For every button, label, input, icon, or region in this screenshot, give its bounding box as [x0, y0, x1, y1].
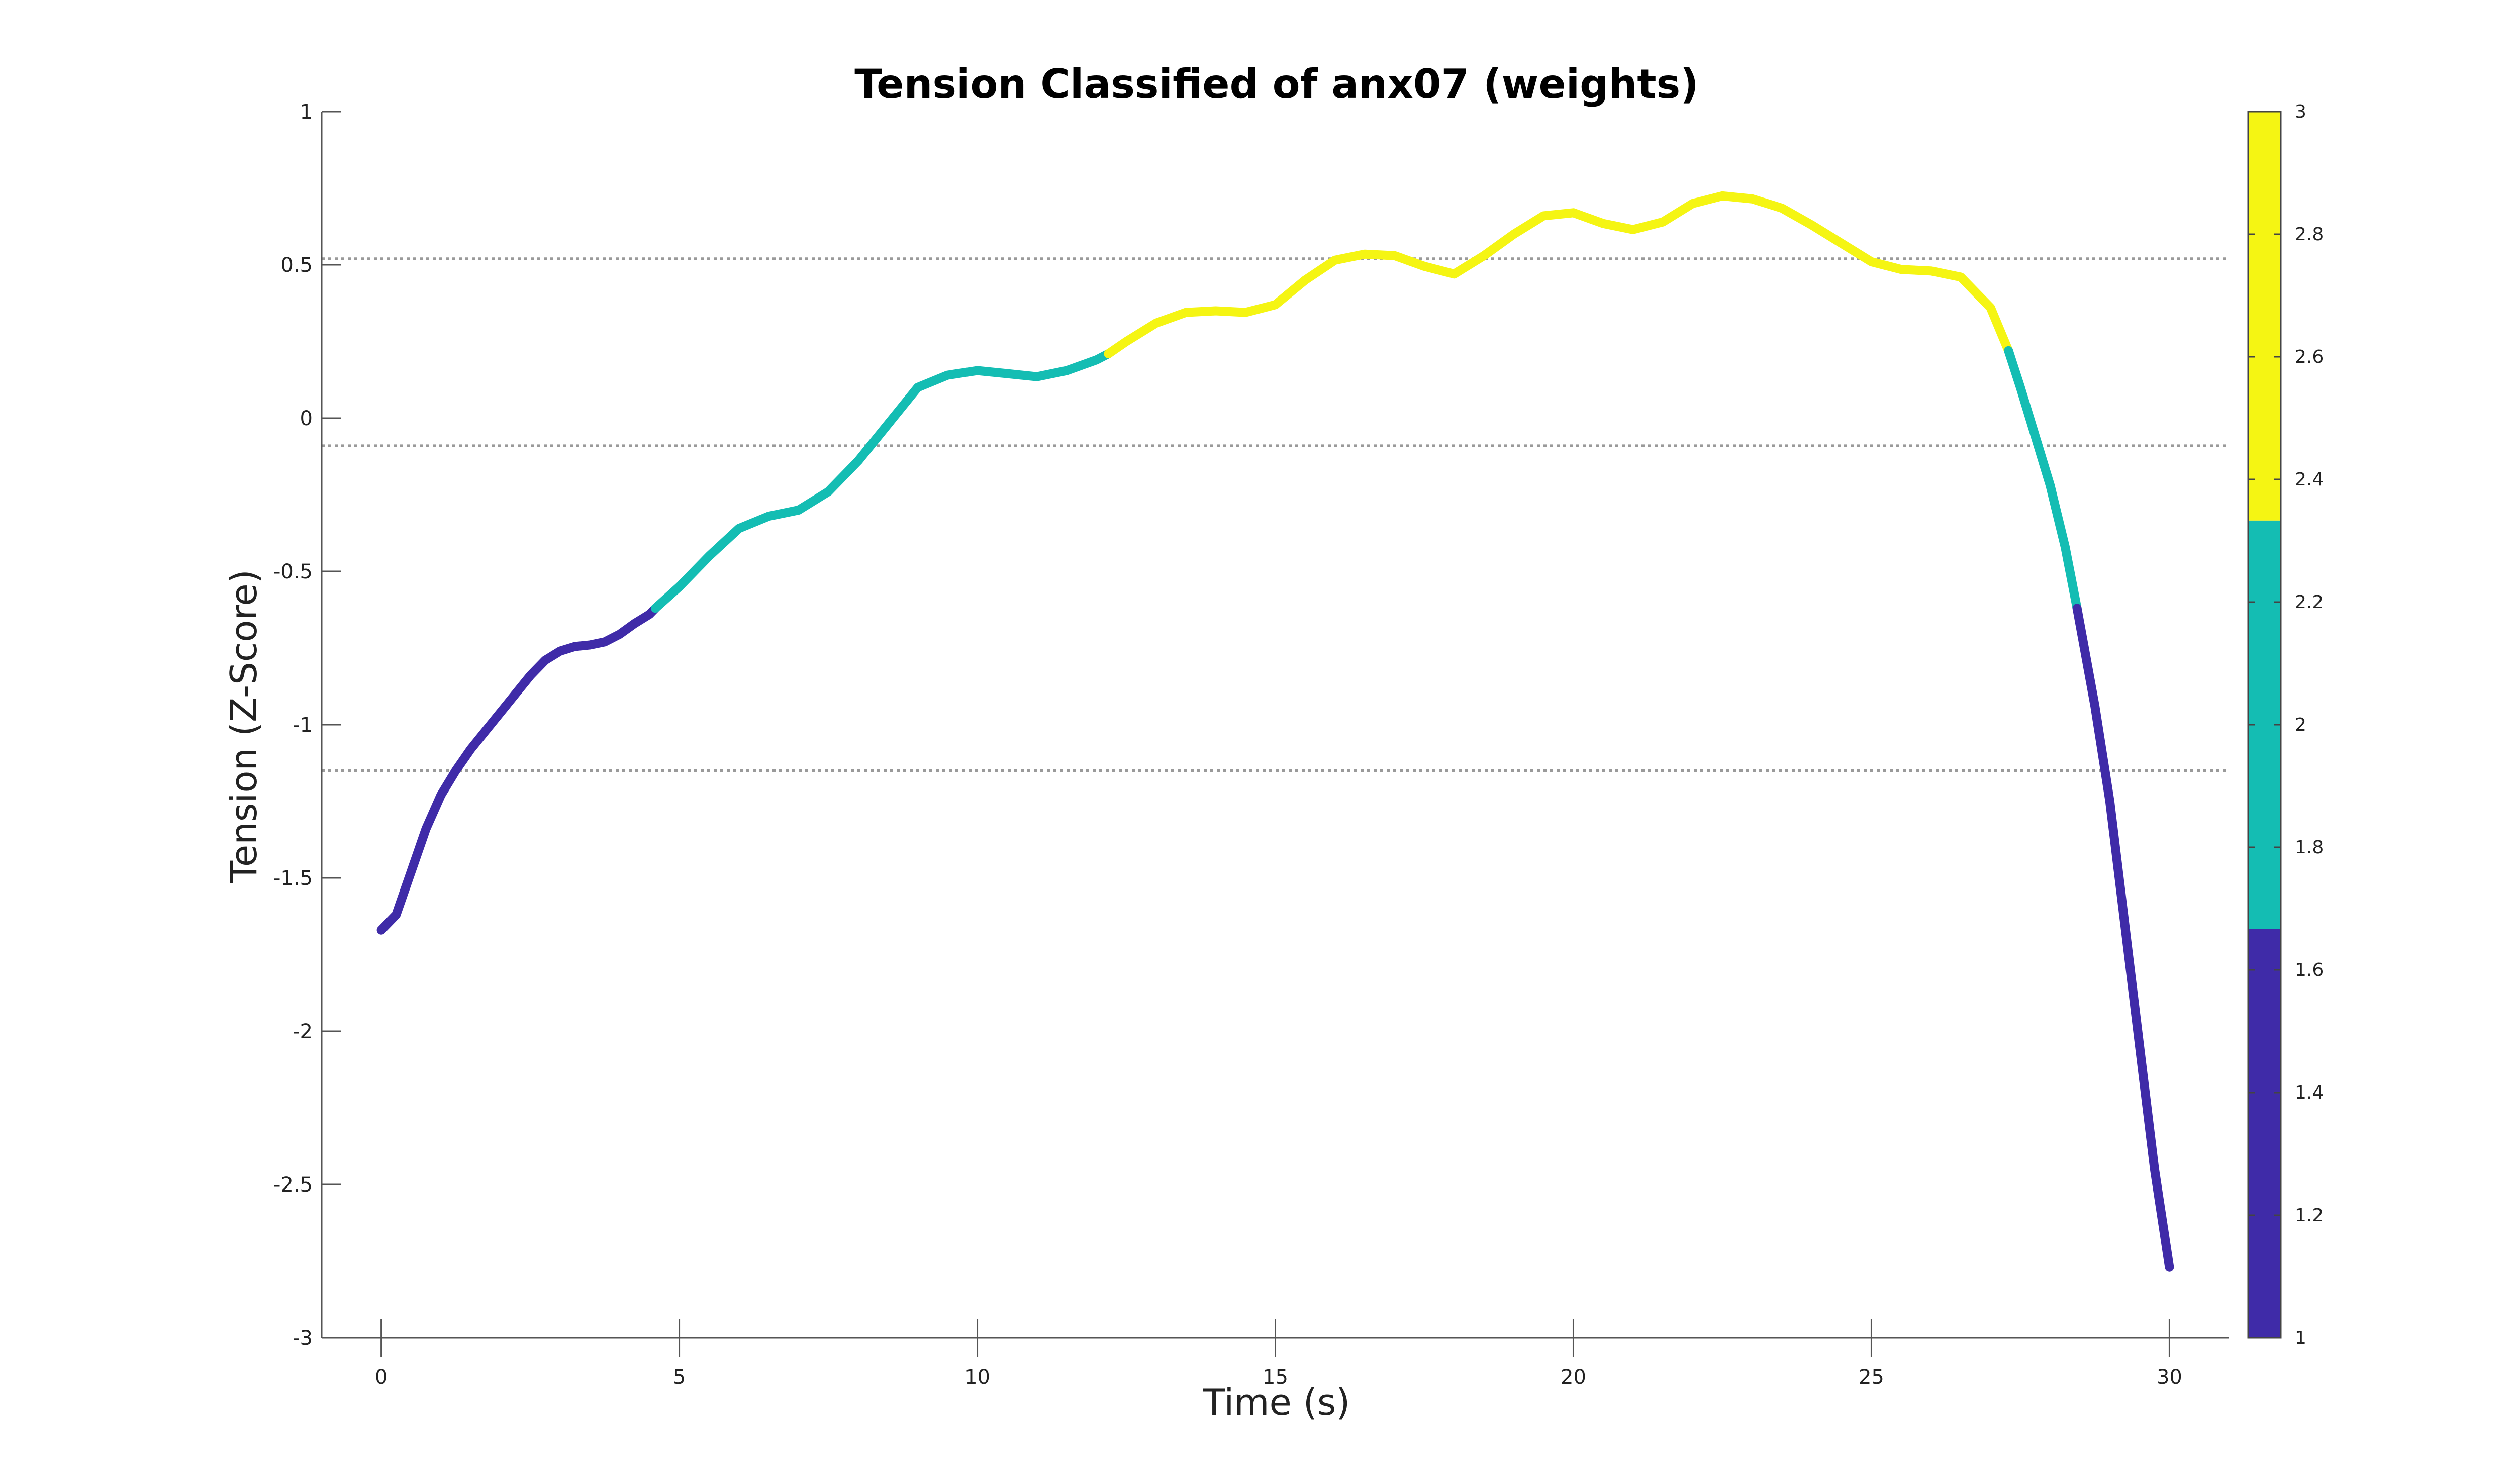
y-tick-label: 0	[300, 407, 313, 430]
y-tick-label: 0.5	[280, 254, 313, 277]
y-axis-ticks: 1 0.5 0 -0.5 -1 -1.5 -2 -2.5 -3	[273, 101, 341, 1350]
threshold-lines	[322, 257, 2229, 772]
data-series	[376, 191, 2174, 1272]
chart-title: Tension Classified of anx07 (weights)	[854, 61, 1699, 108]
colorbar-tick-label: 1.8	[2295, 837, 2324, 858]
colorbar-tick-label: 1	[2295, 1328, 2306, 1348]
colorbar-tick-label: 2.2	[2295, 592, 2324, 613]
x-axis-label: Time (s)	[1203, 1381, 1350, 1423]
series-segment-class-1	[376, 604, 660, 935]
colorbar-tick-label: 2.8	[2295, 224, 2324, 245]
y-tick-label: -1.5	[273, 867, 313, 890]
x-tick-label: 5	[673, 1366, 686, 1389]
colorbar-tick-label: 1.4	[2295, 1082, 2324, 1103]
x-tick-label: 0	[375, 1366, 388, 1389]
colorbar: 3 2.8 2.6 2.4 2.2 2 1.8 1.6 1.4 1.2 1	[2247, 102, 2324, 1348]
series-segment-class-2	[2004, 346, 2082, 613]
x-tick-label: 25	[1859, 1366, 1884, 1389]
x-tick-label: 10	[964, 1366, 990, 1389]
y-axis-label: Tension (Z-Score)	[223, 569, 265, 883]
y-tick-label: -2.5	[273, 1173, 313, 1197]
y-tick-label: -2	[293, 1020, 313, 1043]
colorbar-band	[2248, 929, 2281, 1338]
plot-axes	[321, 112, 2229, 1339]
colorbar-tick-label: 2.4	[2295, 469, 2324, 490]
series-segment-class-1	[2072, 604, 2174, 1272]
colorbar-tick-label: 3	[2295, 102, 2306, 122]
colorbar-tick-label: 2	[2295, 715, 2306, 735]
y-tick-label: -0.5	[273, 560, 313, 583]
series-segment-class-3	[1104, 191, 2013, 358]
y-tick-label: 1	[300, 101, 313, 124]
colorbar-tick-label: 1.6	[2295, 960, 2324, 980]
x-tick-label: 15	[1263, 1366, 1288, 1389]
series-segment-class-2	[651, 349, 1113, 613]
colorbar-band	[2248, 112, 2281, 521]
y-tick-label: -1	[293, 714, 313, 737]
colorbar-tick-label: 1.2	[2295, 1205, 2324, 1226]
colorbar-tick-label: 2.6	[2295, 347, 2324, 367]
y-tick-label: -3	[293, 1327, 313, 1350]
x-axis-ticks: 0 5 10 15 20 25 30	[375, 1319, 2182, 1389]
x-tick-label: 20	[1561, 1366, 1586, 1389]
x-tick-label: 30	[2157, 1366, 2182, 1389]
